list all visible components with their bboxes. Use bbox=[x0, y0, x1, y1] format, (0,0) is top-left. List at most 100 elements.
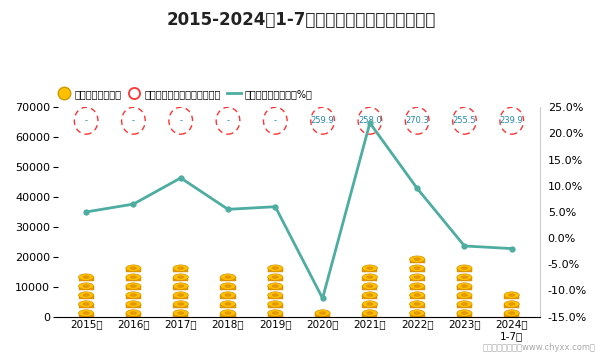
Ellipse shape bbox=[173, 310, 188, 316]
Ellipse shape bbox=[509, 312, 515, 314]
Ellipse shape bbox=[457, 292, 472, 298]
Ellipse shape bbox=[409, 256, 425, 262]
Text: -: - bbox=[274, 116, 277, 125]
Ellipse shape bbox=[131, 312, 137, 314]
Ellipse shape bbox=[178, 285, 184, 287]
Text: 2015-2024年1-7月湖北省工业企业营收统计图: 2015-2024年1-7月湖北省工业企业营收统计图 bbox=[166, 11, 436, 29]
Ellipse shape bbox=[126, 265, 141, 272]
Ellipse shape bbox=[367, 285, 373, 287]
Text: 255.5: 255.5 bbox=[453, 116, 476, 125]
Ellipse shape bbox=[461, 285, 468, 287]
FancyBboxPatch shape bbox=[126, 313, 141, 316]
Ellipse shape bbox=[362, 292, 377, 298]
Ellipse shape bbox=[83, 294, 89, 297]
FancyBboxPatch shape bbox=[173, 277, 188, 281]
FancyBboxPatch shape bbox=[173, 304, 188, 308]
Ellipse shape bbox=[367, 276, 373, 278]
FancyBboxPatch shape bbox=[457, 313, 472, 316]
Ellipse shape bbox=[362, 283, 377, 289]
FancyBboxPatch shape bbox=[457, 277, 472, 281]
FancyBboxPatch shape bbox=[409, 259, 425, 263]
FancyBboxPatch shape bbox=[409, 313, 425, 316]
FancyBboxPatch shape bbox=[504, 295, 520, 299]
Ellipse shape bbox=[414, 312, 420, 314]
Ellipse shape bbox=[272, 285, 278, 287]
Ellipse shape bbox=[220, 283, 235, 289]
Ellipse shape bbox=[178, 276, 184, 278]
Ellipse shape bbox=[362, 265, 377, 272]
Ellipse shape bbox=[225, 294, 231, 297]
Text: 258.0: 258.0 bbox=[358, 116, 382, 125]
FancyBboxPatch shape bbox=[79, 304, 94, 308]
Ellipse shape bbox=[367, 312, 373, 314]
Ellipse shape bbox=[126, 310, 141, 316]
Ellipse shape bbox=[173, 283, 188, 289]
Ellipse shape bbox=[83, 285, 89, 287]
Text: 239.9: 239.9 bbox=[500, 116, 524, 125]
Ellipse shape bbox=[367, 294, 373, 297]
Ellipse shape bbox=[173, 301, 188, 307]
FancyBboxPatch shape bbox=[173, 295, 188, 299]
Ellipse shape bbox=[457, 274, 472, 281]
Ellipse shape bbox=[83, 276, 89, 278]
FancyBboxPatch shape bbox=[220, 277, 235, 281]
Ellipse shape bbox=[461, 267, 468, 269]
Ellipse shape bbox=[461, 312, 468, 314]
Ellipse shape bbox=[362, 301, 377, 307]
FancyBboxPatch shape bbox=[409, 268, 425, 272]
Ellipse shape bbox=[272, 267, 278, 269]
FancyBboxPatch shape bbox=[126, 304, 141, 308]
Ellipse shape bbox=[409, 301, 425, 307]
FancyBboxPatch shape bbox=[173, 286, 188, 290]
Ellipse shape bbox=[315, 310, 330, 316]
Ellipse shape bbox=[414, 267, 420, 269]
Ellipse shape bbox=[268, 301, 283, 307]
FancyBboxPatch shape bbox=[409, 295, 425, 299]
FancyBboxPatch shape bbox=[504, 313, 520, 316]
Ellipse shape bbox=[268, 265, 283, 272]
Ellipse shape bbox=[414, 303, 420, 305]
FancyBboxPatch shape bbox=[409, 304, 425, 308]
Text: 270.3: 270.3 bbox=[405, 116, 429, 125]
FancyBboxPatch shape bbox=[220, 304, 235, 308]
Ellipse shape bbox=[225, 312, 231, 314]
Ellipse shape bbox=[367, 267, 373, 269]
Ellipse shape bbox=[272, 303, 278, 305]
FancyBboxPatch shape bbox=[457, 268, 472, 272]
Ellipse shape bbox=[504, 310, 520, 316]
Ellipse shape bbox=[178, 267, 184, 269]
Ellipse shape bbox=[509, 303, 515, 305]
Ellipse shape bbox=[461, 276, 468, 278]
Ellipse shape bbox=[220, 292, 235, 298]
Ellipse shape bbox=[173, 274, 188, 281]
Ellipse shape bbox=[272, 312, 278, 314]
Ellipse shape bbox=[178, 312, 184, 314]
Ellipse shape bbox=[131, 294, 137, 297]
Text: -: - bbox=[226, 116, 229, 125]
Ellipse shape bbox=[220, 274, 235, 281]
Ellipse shape bbox=[126, 274, 141, 281]
Ellipse shape bbox=[79, 292, 94, 298]
FancyBboxPatch shape bbox=[362, 286, 377, 290]
Ellipse shape bbox=[509, 294, 515, 297]
Ellipse shape bbox=[268, 310, 283, 316]
FancyBboxPatch shape bbox=[362, 313, 377, 316]
Text: 259.9: 259.9 bbox=[311, 116, 334, 125]
Ellipse shape bbox=[79, 283, 94, 289]
Ellipse shape bbox=[414, 285, 420, 287]
FancyBboxPatch shape bbox=[362, 304, 377, 308]
FancyBboxPatch shape bbox=[220, 295, 235, 299]
FancyBboxPatch shape bbox=[79, 295, 94, 299]
Legend: 营业收入（亿元）, 平均用工人数累计值（万人）, 营业收入累计增长（%）: 营业收入（亿元）, 平均用工人数累计值（万人）, 营业收入累计增长（%） bbox=[53, 85, 316, 103]
FancyBboxPatch shape bbox=[457, 286, 472, 290]
Ellipse shape bbox=[178, 294, 184, 297]
FancyBboxPatch shape bbox=[79, 277, 94, 281]
Ellipse shape bbox=[268, 292, 283, 298]
Ellipse shape bbox=[504, 301, 520, 307]
Ellipse shape bbox=[409, 283, 425, 289]
Ellipse shape bbox=[83, 312, 89, 314]
Ellipse shape bbox=[220, 310, 235, 316]
Ellipse shape bbox=[225, 276, 231, 278]
Ellipse shape bbox=[83, 303, 89, 305]
Ellipse shape bbox=[225, 285, 231, 287]
